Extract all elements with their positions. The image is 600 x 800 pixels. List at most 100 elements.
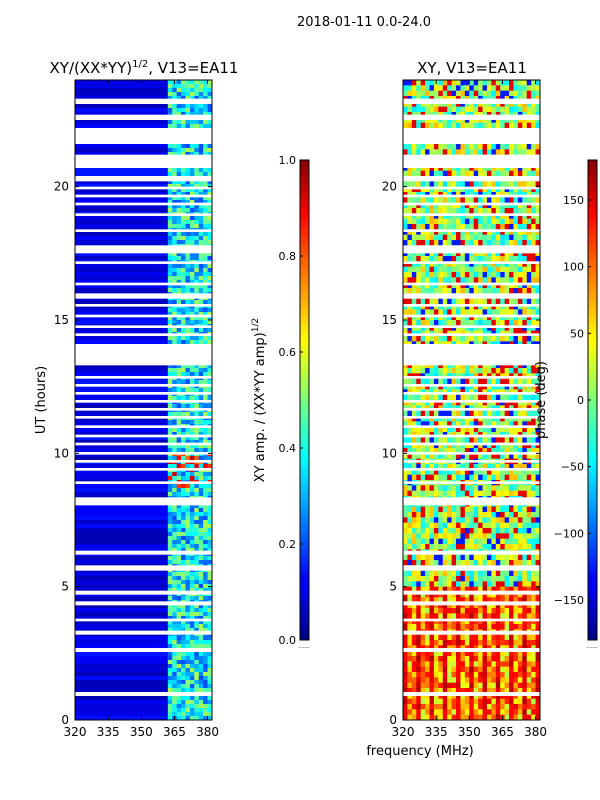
right-cell xyxy=(464,485,470,492)
right-cell xyxy=(411,101,417,108)
right-cell xyxy=(447,336,453,342)
right-cell xyxy=(403,512,408,518)
right-cell xyxy=(460,213,466,220)
left-channel-cell xyxy=(198,532,204,537)
right-cell xyxy=(473,122,479,129)
left-channel-cell xyxy=(194,104,200,109)
right-cell xyxy=(464,554,470,561)
right-cell xyxy=(442,533,448,540)
left-channel-cell xyxy=(176,616,182,621)
left-channel-cell xyxy=(198,672,204,677)
right-cell xyxy=(531,298,537,305)
right-cell xyxy=(486,517,492,524)
right-cell xyxy=(526,586,532,593)
left-channel-cell xyxy=(172,444,178,449)
left-channel-cell xyxy=(167,560,173,565)
right-cell xyxy=(482,325,488,332)
right-cell xyxy=(517,362,523,369)
right-cell xyxy=(531,202,537,209)
left-channel-cell xyxy=(207,524,213,529)
right-cell xyxy=(438,144,444,150)
right-cell xyxy=(486,266,492,273)
right-cell xyxy=(486,378,492,385)
right-cell xyxy=(411,586,417,593)
right-cell xyxy=(513,416,519,422)
right-cell xyxy=(469,218,475,225)
right-cell xyxy=(526,485,532,492)
right-cell xyxy=(535,218,541,225)
left-channel-cell xyxy=(194,144,200,149)
left-channel-cell xyxy=(176,704,182,709)
left-channel-cell xyxy=(181,404,186,409)
left-channel-cell xyxy=(181,588,186,593)
right-cell xyxy=(522,122,528,129)
right-cell xyxy=(464,298,470,305)
left-channel-cell xyxy=(198,696,204,701)
right-cell xyxy=(411,528,417,534)
right-cell xyxy=(411,608,417,614)
right-cell xyxy=(531,277,537,284)
left-gap xyxy=(75,261,212,264)
left-channel-cell xyxy=(194,668,200,673)
right-cell xyxy=(504,277,510,284)
right-cell xyxy=(522,298,528,305)
right-cell xyxy=(416,85,422,92)
right-cell xyxy=(451,122,457,129)
left-channel-cell xyxy=(207,96,213,101)
right-cell xyxy=(464,266,470,273)
left-channel-cell xyxy=(198,656,204,661)
right-cell xyxy=(473,384,479,390)
left-channel-cell xyxy=(189,188,195,193)
right-cell xyxy=(469,464,475,470)
right-cell xyxy=(526,394,532,401)
left-cell xyxy=(75,716,168,721)
right-cell xyxy=(420,117,426,124)
left-channel-cell xyxy=(207,652,213,657)
left-channel-cell xyxy=(176,696,182,701)
right-cell xyxy=(491,560,497,566)
right-cell xyxy=(420,554,426,561)
left-channel-cell xyxy=(167,608,173,613)
right-cell xyxy=(517,186,523,193)
right-cell xyxy=(504,394,510,401)
left-channel-cell xyxy=(194,440,200,445)
left-cell xyxy=(75,508,168,513)
right-cell xyxy=(438,485,444,492)
right-cell xyxy=(403,608,408,614)
right-cell xyxy=(513,202,519,209)
right-cell xyxy=(433,378,439,385)
right-cell xyxy=(460,277,466,284)
right-cell xyxy=(522,464,528,470)
right-cell xyxy=(416,90,422,97)
left-channel-cell xyxy=(194,704,200,709)
left-channel-cell xyxy=(207,280,213,285)
right-cell xyxy=(535,336,541,342)
right-cell xyxy=(464,85,470,92)
right-cell xyxy=(429,208,435,214)
left-channel-cell xyxy=(207,580,213,585)
right-cell xyxy=(504,581,510,588)
right-cell xyxy=(491,213,497,220)
left-channel-cell xyxy=(198,476,204,481)
right-cell xyxy=(517,320,523,326)
right-cell xyxy=(407,602,413,609)
right-cell xyxy=(531,266,537,273)
right-cell xyxy=(535,448,541,454)
right-cell xyxy=(504,266,510,273)
right-cell xyxy=(491,336,497,342)
right-cell xyxy=(517,368,523,374)
right-cell xyxy=(526,325,532,332)
right-cell xyxy=(469,394,475,401)
right-cell xyxy=(460,314,466,321)
right-cell xyxy=(451,410,457,417)
left-channel-cell xyxy=(207,700,213,705)
left-channel-cell xyxy=(207,412,213,417)
left-channel-cell xyxy=(207,512,213,517)
left-channel-cell xyxy=(207,628,213,633)
right-cell xyxy=(447,613,453,620)
right-cell xyxy=(403,560,408,566)
right-cell xyxy=(500,485,506,492)
right-cell xyxy=(438,250,444,257)
left-channel-cell xyxy=(167,636,173,641)
right-cell xyxy=(420,421,426,428)
